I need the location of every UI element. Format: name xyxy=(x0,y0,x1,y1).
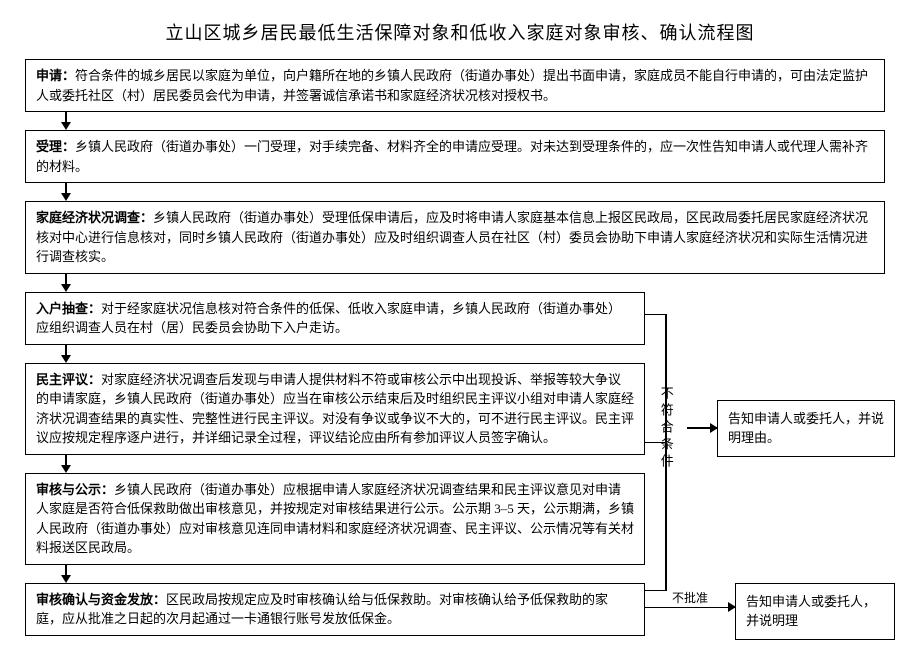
notify-box-1: 告知申请人或委托人，并说明理由。 xyxy=(717,400,895,457)
step-audit-text: 乡镇人民政府（街道办事处）应根据申请人家庭经济状况调查结果和民主评议意见对申请人… xyxy=(36,482,634,556)
step-accept-text: 乡镇人民政府（街道办事处）一门受理，对手续完备、材料齐全的申请应受理。对未达到受… xyxy=(36,139,868,174)
step-audit-label: 审核与公示： xyxy=(36,482,114,497)
step-audit: 审核与公示：乡镇人民政府（街道办事处）应根据申请人家庭经济状况调查结果和民主评议… xyxy=(25,473,645,565)
page-title: 立山区城乡居民最低生活保障对象和低收入家庭对象审核、确认流程图 xyxy=(25,20,895,47)
step-survey: 家庭经济状况调查：乡镇人民政府（街道办事处）受理低保申请后，应及时将申请人家庭基… xyxy=(25,201,885,274)
step-accept-label: 受理： xyxy=(36,139,75,154)
arrow xyxy=(25,112,895,130)
notify-text-2: 告知申请人或委托人，并说明理 xyxy=(746,594,876,629)
arrow xyxy=(25,183,895,201)
step-visit: 入户抽查：对于经家庭状况信息核对符合条件的低保、低收入家庭申请，乡镇人民政府（街… xyxy=(25,292,645,345)
not-approved-connector: 不批准 xyxy=(645,583,735,640)
not-approved-label: 不批准 xyxy=(672,589,708,607)
step-apply-label: 申请： xyxy=(36,68,75,83)
flowchart: 申请：符合条件的城乡居民以家庭为单位，向户籍所在地的乡镇人民政府（街道办事处）提… xyxy=(25,59,895,640)
notify-box-2: 告知申请人或委托人，并说明理 xyxy=(735,583,895,640)
branch-region: 入户抽查：对于经家庭状况信息核对符合条件的低保、低收入家庭申请，乡镇人民政府（街… xyxy=(25,292,895,565)
step-review-label: 民主评议： xyxy=(36,372,101,387)
final-row: 审核确认与资金发放：区民政局按规定应及时审核确认给与低保救助。对审核确认给予低保… xyxy=(25,583,895,640)
arrow xyxy=(25,345,645,363)
notify-text-1: 告知申请人或委托人，并说明理由。 xyxy=(728,411,884,446)
step-apply: 申请：符合条件的城乡居民以家庭为单位，向户籍所在地的乡镇人民政府（街道办事处）提… xyxy=(25,59,885,112)
step-review: 民主评议：对家庭经济状况调查后发现与申请人提供材料不符或审核公示中出现投诉、举报… xyxy=(25,363,645,455)
step-visit-text: 对于经家庭状况信息核对符合条件的低保、低收入家庭申请，乡镇人民政府（街道办事处）… xyxy=(36,301,621,336)
arrow xyxy=(25,565,895,583)
step-confirm: 审核确认与资金发放：区民政局按规定应及时审核确认给与低保救助。对审核确认给予低保… xyxy=(25,583,645,636)
step-review-text: 对家庭经济状况调查后发现与申请人提供材料不符或审核公示中出现投诉、举报等较大争议… xyxy=(36,372,634,446)
arrow xyxy=(25,274,895,292)
arrow xyxy=(25,455,645,473)
step-survey-label: 家庭经济状况调查： xyxy=(36,210,153,225)
step-survey-text: 乡镇人民政府（街道办事处）受理低保申请后，应及时将申请人家庭基本信息上报区民政局… xyxy=(36,210,868,264)
step-visit-label: 入户抽查： xyxy=(36,301,101,316)
step-apply-text: 符合条件的城乡居民以家庭为单位，向户籍所在地的乡镇人民政府（街道办事处）提出书面… xyxy=(36,68,868,103)
step-confirm-label: 审核确认与资金发放： xyxy=(36,592,166,607)
step-accept: 受理：乡镇人民政府（街道办事处）一门受理，对手续完备、材料齐全的申请应受理。对未… xyxy=(25,130,885,183)
